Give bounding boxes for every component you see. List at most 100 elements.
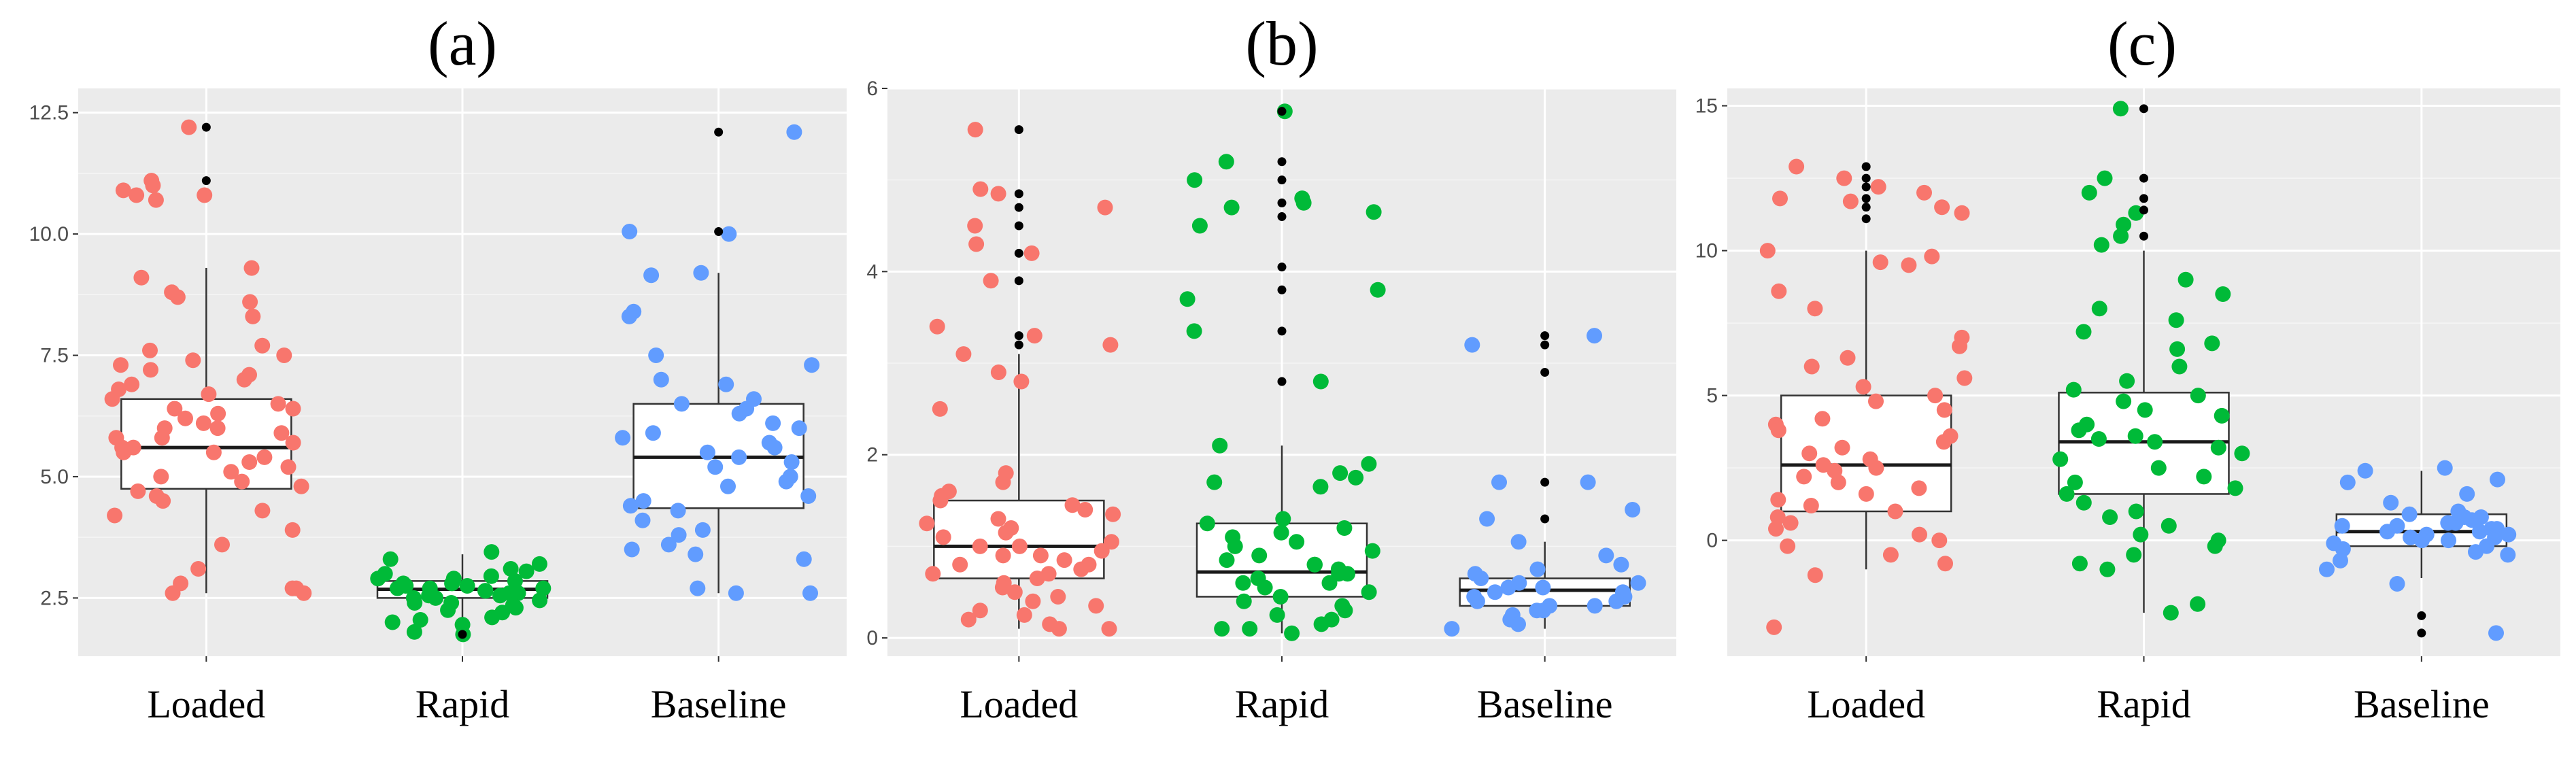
data-point — [1768, 521, 1784, 537]
outlier-point — [2417, 611, 2426, 620]
data-point — [766, 439, 783, 456]
data-point — [2147, 434, 2163, 450]
data-point — [2071, 422, 2087, 439]
data-point — [2128, 503, 2144, 520]
data-point — [1770, 492, 1786, 508]
data-point — [124, 376, 140, 392]
outlier-point — [2139, 205, 2148, 215]
data-point — [406, 624, 422, 640]
data-point — [412, 612, 428, 628]
data-point — [1073, 561, 1089, 577]
outlier-point — [201, 122, 211, 132]
data-point — [370, 571, 386, 587]
data-point — [1186, 323, 1202, 339]
outlier-point — [1014, 340, 1023, 350]
data-point — [2169, 341, 2186, 357]
data-point — [428, 590, 444, 606]
data-point — [2190, 388, 2206, 404]
data-point — [2437, 460, 2453, 476]
data-point — [209, 420, 226, 437]
data-point — [1023, 245, 1040, 261]
data-point — [1102, 337, 1119, 353]
data-point — [1630, 575, 1646, 591]
y-tick-label: 10 — [1695, 240, 1718, 262]
data-point — [671, 527, 687, 543]
outlier-point — [2139, 194, 2148, 203]
data-point — [1901, 257, 1917, 273]
data-point — [624, 541, 640, 558]
data-point — [1032, 547, 1049, 564]
data-point — [952, 556, 968, 573]
data-point — [2168, 312, 2184, 328]
outlier-point — [1540, 331, 1550, 341]
data-point — [1236, 593, 1252, 609]
data-point — [1275, 511, 1291, 527]
data-point — [280, 459, 296, 475]
y-tick-label: 2.5 — [40, 587, 69, 609]
data-point — [1911, 480, 1927, 496]
data-point — [1870, 179, 1886, 195]
data-point — [2333, 552, 2348, 569]
data-point — [932, 492, 949, 509]
data-point — [1931, 532, 1948, 549]
data-point — [1868, 460, 1884, 476]
data-point — [165, 585, 181, 601]
data-point — [2501, 526, 2517, 543]
data-point — [1842, 193, 1859, 209]
data-point — [2097, 170, 2113, 186]
data-point — [929, 318, 945, 335]
data-point — [972, 181, 989, 197]
data-point — [673, 396, 690, 412]
data-point — [382, 551, 399, 567]
data-point — [145, 177, 161, 194]
data-point — [990, 186, 1006, 202]
data-point — [690, 580, 706, 596]
data-point — [1924, 248, 1940, 265]
data-point — [531, 556, 547, 572]
outlier-point — [1014, 331, 1023, 341]
data-point — [2227, 480, 2243, 496]
data-point — [720, 478, 736, 494]
outlier-point — [2139, 104, 2148, 114]
y-tick-label: 4 — [866, 260, 878, 283]
data-point — [1289, 534, 1305, 550]
data-point — [2319, 561, 2335, 577]
x-category-label: Rapid — [1235, 682, 1329, 726]
data-point — [459, 578, 475, 594]
data-point — [2441, 532, 2456, 549]
data-point — [107, 507, 123, 524]
outlier-point — [1014, 203, 1023, 212]
data-point — [154, 430, 170, 446]
data-point — [634, 512, 651, 528]
data-point — [234, 473, 250, 490]
data-point — [142, 342, 158, 358]
data-point — [1206, 474, 1223, 490]
data-point — [2357, 462, 2373, 479]
y-tick-label: 15 — [1695, 95, 1718, 118]
data-point — [1269, 607, 1285, 623]
data-point — [532, 592, 548, 609]
x-category-label: Rapid — [2097, 682, 2191, 726]
data-point — [143, 362, 158, 378]
data-point — [201, 386, 217, 403]
data-point — [728, 585, 744, 601]
data-point — [2204, 335, 2220, 352]
data-point — [1214, 621, 1230, 637]
data-point — [1227, 538, 1243, 554]
data-point — [1608, 593, 1625, 609]
y-tick-label: 6 — [866, 78, 878, 100]
data-point — [643, 267, 660, 284]
data-point — [2127, 428, 2143, 444]
y-tick-label: 10.0 — [29, 223, 69, 245]
data-point — [507, 600, 524, 616]
data-point — [1771, 283, 1787, 299]
data-point — [477, 583, 493, 599]
data-point — [284, 522, 301, 538]
data-point — [270, 396, 286, 412]
data-point — [648, 347, 664, 363]
data-point — [1814, 411, 1831, 427]
data-point — [1219, 552, 1235, 569]
data-point — [1916, 184, 1932, 201]
data-point — [245, 308, 261, 324]
data-point — [1840, 350, 1856, 366]
